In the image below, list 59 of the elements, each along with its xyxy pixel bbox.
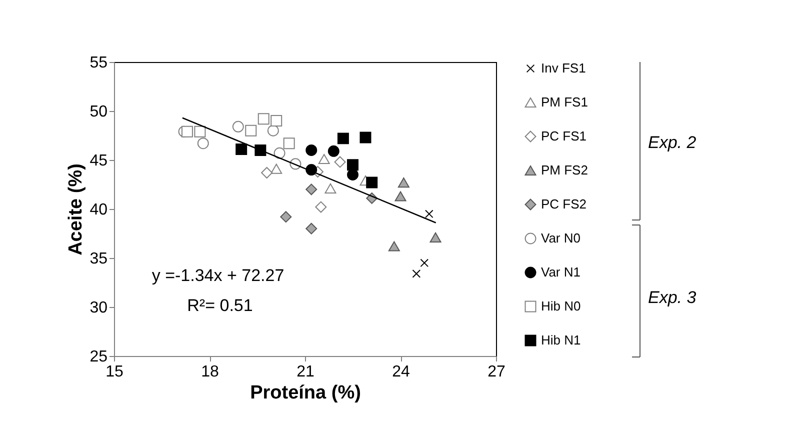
point bbox=[245, 124, 257, 136]
point bbox=[274, 147, 286, 159]
point bbox=[181, 126, 193, 138]
point bbox=[280, 211, 292, 223]
point bbox=[283, 138, 295, 150]
point bbox=[394, 191, 406, 202]
point bbox=[197, 138, 209, 150]
y-tick-label: 50 bbox=[90, 104, 108, 120]
x-axis-title: Proteína (%) bbox=[250, 382, 361, 404]
text: Exp. 2 bbox=[648, 133, 697, 152]
x-tick-label: 24 bbox=[392, 364, 410, 380]
point bbox=[194, 126, 206, 138]
legend-label: Hib N1 bbox=[541, 332, 581, 348]
point bbox=[424, 210, 434, 218]
point bbox=[270, 115, 282, 127]
y-tick-label: 40 bbox=[90, 202, 108, 218]
legend-label: Hib N0 bbox=[541, 298, 581, 314]
annotation: y =-1.34x + 72.27 bbox=[152, 266, 284, 285]
point bbox=[398, 178, 410, 188]
legend-label: Var N1 bbox=[541, 264, 580, 280]
point bbox=[232, 120, 244, 132]
point bbox=[430, 232, 442, 242]
legend-label: PM FS2 bbox=[541, 162, 588, 178]
point bbox=[328, 145, 340, 157]
point bbox=[236, 143, 248, 155]
x-tick-label: 18 bbox=[201, 364, 219, 380]
point bbox=[261, 166, 273, 178]
legend-label: PC FS1 bbox=[541, 128, 587, 144]
text: Exp. 3 bbox=[648, 288, 697, 307]
point bbox=[324, 183, 336, 194]
point bbox=[360, 132, 372, 144]
legend-label: PC FS2 bbox=[541, 196, 587, 212]
x-tick-label: 15 bbox=[106, 364, 124, 380]
point bbox=[306, 144, 318, 156]
x-tick-label: 27 bbox=[488, 364, 506, 380]
legend-label: Var N0 bbox=[541, 230, 580, 246]
y-tick-label: 45 bbox=[90, 152, 108, 170]
point bbox=[258, 113, 270, 125]
point bbox=[412, 270, 421, 278]
legend-label: PM FS1 bbox=[541, 94, 588, 110]
y-tick-label: 35 bbox=[90, 250, 108, 268]
y-axis-title: Aceite (%) bbox=[66, 164, 87, 256]
y-tick-label: 30 bbox=[90, 300, 108, 316]
point bbox=[318, 154, 330, 164]
point bbox=[270, 164, 282, 174]
point bbox=[334, 156, 346, 168]
legend-label: Inv FS1 bbox=[541, 60, 586, 76]
point bbox=[388, 241, 400, 252]
point bbox=[315, 201, 327, 213]
y-tick-label: 25 bbox=[90, 348, 108, 366]
y-tick-label: 55 bbox=[90, 54, 108, 72]
point bbox=[420, 258, 429, 268]
point bbox=[337, 132, 349, 144]
annotation: R²= 0.51 bbox=[187, 296, 253, 315]
point bbox=[306, 184, 318, 196]
x-tick-label: 21 bbox=[296, 364, 314, 380]
point bbox=[347, 159, 358, 171]
point bbox=[306, 222, 318, 234]
point bbox=[366, 176, 378, 188]
